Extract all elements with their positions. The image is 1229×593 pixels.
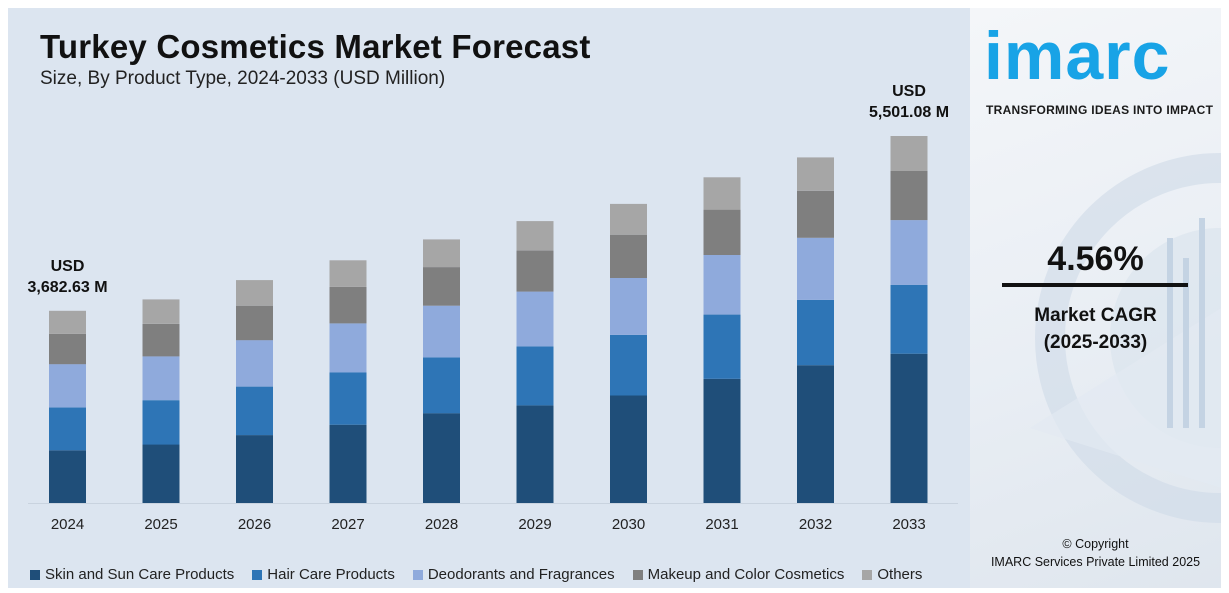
- copyright-line: © Copyright: [1062, 537, 1129, 551]
- bar-segment-2031-4: [703, 177, 741, 210]
- bar-segment-2033-2: [890, 220, 928, 285]
- bar-segment-2029-0: [516, 405, 554, 503]
- cagr-label: Market CAGR: [1034, 305, 1157, 326]
- copyright-company: IMARC Services Private Limited 2025: [990, 555, 1201, 569]
- bar-segment-2028-2: [423, 305, 460, 358]
- cagr-label-block: Market CAGR (2025-2033): [970, 302, 1221, 356]
- bar-segment-2025-3: [142, 324, 180, 357]
- bar-segment-2025-1: [142, 400, 180, 445]
- bar-segment-2032-0: [797, 365, 834, 503]
- cagr-period: (2025-2033): [1043, 332, 1148, 353]
- bar-segment-2028-0: [423, 413, 460, 503]
- bar-segment-2027-2: [329, 323, 367, 373]
- total-annotation-2033-line2: 5,501.08 M: [869, 104, 949, 121]
- bar-segment-2025-2: [142, 356, 180, 401]
- brand-sidebar: imarc TRANSFORMING IDEAS INTO IMPACT 4.5…: [970, 8, 1221, 588]
- bar-segment-2026-3: [236, 305, 273, 341]
- x-tick-label: 2032: [799, 516, 832, 533]
- bar-segment-2032-2: [797, 237, 834, 300]
- bar-segment-2025-0: [142, 444, 180, 503]
- total-annotation-2024-line1: USD: [51, 258, 85, 275]
- legend-item-1: Hair Care Products: [252, 566, 395, 583]
- bar-segment-2026-4: [236, 280, 273, 306]
- x-tick-label: 2025: [144, 516, 177, 533]
- bar-segment-2024-1: [49, 407, 86, 451]
- cagr-divider: [1002, 283, 1188, 287]
- bar-segment-2030-3: [610, 234, 647, 278]
- legend-label: Makeup and Color Cosmetics: [647, 566, 845, 583]
- legend-item-3: Makeup and Color Cosmetics: [632, 566, 845, 583]
- chart-legend: Skin and Sun Care Products Hair Care Prod…: [30, 566, 975, 583]
- x-tick-label: 2033: [892, 516, 925, 533]
- legend-label: Deodorants and Fragrances: [427, 566, 615, 583]
- bar-segment-2024-3: [49, 333, 86, 365]
- bar-segment-2029-1: [516, 346, 554, 406]
- bar-segment-2033-4: [890, 136, 928, 171]
- x-tick-label: 2029: [518, 516, 551, 533]
- bar-segment-2027-0: [329, 424, 367, 503]
- legend-swatch: [30, 569, 40, 580]
- bar-segment-2031-3: [703, 209, 741, 255]
- legend-swatch: [412, 569, 423, 580]
- legend-label: Skin and Sun Care Products: [45, 566, 235, 583]
- chart-panel: Turkey Cosmetics Market Forecast Size, B…: [8, 8, 970, 588]
- x-tick-label: 2024: [51, 516, 84, 533]
- legend-swatch: [632, 569, 643, 580]
- bar-segment-2032-4: [797, 157, 834, 191]
- x-tick-label: 2031: [705, 516, 738, 533]
- bar-segment-2029-2: [516, 291, 554, 347]
- decorative-background-graphic: [1030, 153, 1221, 523]
- bar-segment-2026-2: [236, 340, 273, 387]
- bar-segment-2033-0: [890, 353, 928, 503]
- bar-segment-2028-1: [423, 357, 460, 414]
- stacked-bar-chart: 2024 2025 2026 2027 2028 2029 2030 2031 2032 2033…: [27, 83, 958, 533]
- legend-item-0: Skin and Sun Care Products: [30, 566, 234, 583]
- total-annotation-2033-line1: USD: [892, 83, 926, 100]
- bar-segment-2032-1: [797, 299, 834, 366]
- bar-segment-2025-4: [142, 299, 180, 324]
- legend-label: Others: [877, 566, 923, 583]
- chart-title: Turkey Cosmetics Market Forecast: [40, 28, 591, 65]
- legend-item-2: Deodorants and Fragrances: [412, 566, 615, 583]
- bar-segment-2028-3: [423, 267, 460, 306]
- bar-segment-2031-1: [703, 314, 741, 379]
- legend-swatch: [862, 569, 873, 580]
- x-tick-label: 2026: [238, 516, 271, 533]
- bar-segment-2030-1: [610, 334, 647, 396]
- bar-segment-2031-0: [703, 378, 741, 503]
- bar-segment-2027-1: [329, 372, 367, 425]
- bar-segment-2033-3: [890, 171, 928, 221]
- x-tick-label: 2027: [331, 516, 364, 533]
- bar-segment-2031-2: [703, 255, 741, 315]
- x-tick-label: 2030: [612, 516, 645, 533]
- copyright-block: © Copyright IMARC Services Private Limit…: [970, 535, 1221, 571]
- bar-segment-2029-3: [516, 250, 554, 292]
- bar-segment-2024-4: [49, 310, 86, 334]
- bar-segment-2030-4: [610, 203, 647, 235]
- bar-segment-2027-4: [329, 260, 367, 287]
- legend-swatch: [252, 569, 263, 580]
- legend-item-4: Others: [862, 566, 922, 583]
- bar-segment-2027-3: [329, 286, 367, 324]
- bar-segment-2033-1: [890, 284, 928, 354]
- chart-subtitle: Size, By Product Type, 2024-2033 (USD Mi…: [40, 68, 446, 89]
- bar-segment-2024-0: [49, 450, 86, 503]
- x-tick-label: 2028: [425, 516, 458, 533]
- bar-segment-2026-1: [236, 386, 273, 436]
- bar-segment-2030-0: [610, 395, 647, 503]
- bar-segment-2030-2: [610, 278, 647, 335]
- total-annotation-2024-line2: 3,682.63 M: [27, 279, 107, 296]
- bar-segment-2024-2: [49, 364, 86, 408]
- bar-segment-2026-0: [236, 435, 273, 503]
- cagr-value: 4.56%: [1047, 240, 1144, 278]
- bar-segment-2032-3: [797, 190, 834, 238]
- logo-tagline: TRANSFORMING IDEAS INTO IMPACT: [986, 103, 1214, 117]
- legend-label: Hair Care Products: [267, 566, 395, 583]
- imarc-logo: imarc: [984, 18, 1171, 94]
- bar-segment-2028-4: [423, 239, 460, 268]
- bar-segment-2029-4: [516, 221, 554, 251]
